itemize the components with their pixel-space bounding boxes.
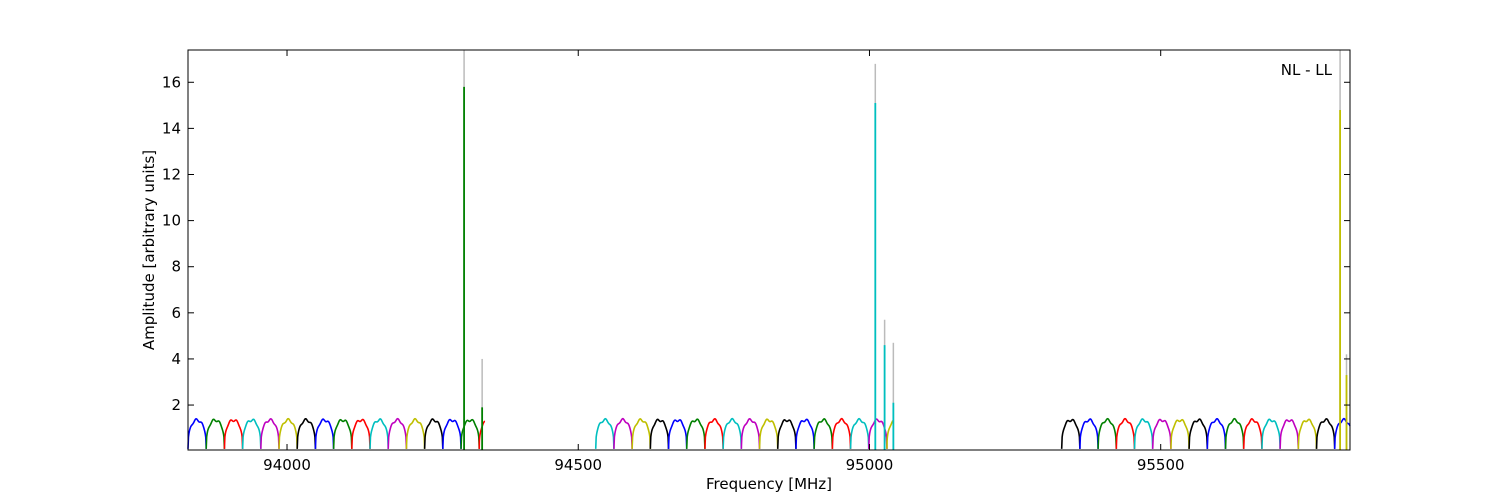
subband-line — [278, 417, 299, 449]
subband-line — [1151, 418, 1172, 449]
subband-line — [1242, 417, 1263, 449]
subband-line — [205, 418, 226, 449]
subband-line — [1188, 418, 1209, 449]
subband-line — [1060, 418, 1081, 449]
y-tick-label: 6 — [171, 304, 181, 322]
subband-line — [886, 420, 894, 449]
subband-line — [1297, 418, 1318, 449]
subband-line — [296, 417, 317, 449]
subband-line — [332, 418, 353, 449]
subband-line — [740, 417, 761, 449]
subband-line — [849, 417, 870, 449]
subband-line — [1279, 419, 1300, 449]
x-tick-label: 95000 — [846, 456, 894, 474]
subband-line — [795, 418, 815, 449]
y-tick-label: 8 — [171, 258, 181, 276]
subband-line — [722, 417, 743, 449]
subband-line — [1333, 417, 1351, 449]
subband-line — [387, 417, 408, 449]
subband-line — [594, 417, 615, 449]
subband-line — [776, 419, 797, 449]
subband-line — [314, 418, 335, 449]
subband-line — [1315, 417, 1336, 449]
subband-line — [1170, 418, 1190, 449]
y-tick-label: 10 — [162, 212, 181, 230]
y-axis-label: Amplitude [arbitrary units] — [140, 150, 158, 350]
subband-line — [1224, 417, 1245, 449]
y-tick-label: 14 — [162, 119, 181, 137]
subband-line — [1097, 417, 1118, 449]
x-tick-label: 95500 — [1137, 456, 1185, 474]
y-tick-label: 4 — [171, 350, 181, 368]
x-axis-ticks: 94000 94500 95000 95500 — [263, 50, 1185, 474]
subband-line — [369, 418, 390, 449]
subband-line — [1261, 418, 1281, 449]
y-tick-label: 2 — [171, 396, 181, 414]
subband-line — [831, 417, 852, 449]
x-tick-label: 94500 — [554, 456, 602, 474]
chart-annotation: NL - LL — [1281, 61, 1333, 79]
spike-layer — [463, 50, 1348, 450]
subband-line — [423, 418, 444, 449]
subband-line — [704, 417, 724, 449]
plot-frame — [187, 49, 1351, 451]
subband-line — [442, 418, 462, 449]
subband-line — [758, 418, 779, 449]
subband-line — [1115, 417, 1136, 449]
subband-line — [351, 418, 371, 449]
subband-line — [1133, 418, 1154, 449]
subband-line — [1079, 418, 1099, 449]
subband-line — [187, 417, 207, 449]
x-axis-label: Frequency [MHz] — [706, 475, 832, 493]
subband-line — [260, 417, 280, 449]
x-tick-label: 94000 — [263, 456, 311, 474]
y-axis-ticks: 2 4 6 8 10 12 14 16 — [162, 73, 1350, 414]
series-layer — [187, 417, 1351, 449]
y-tick-label: 16 — [162, 73, 181, 91]
y-tick-label: 12 — [162, 165, 181, 183]
subband-line — [685, 418, 706, 449]
subband-line — [667, 419, 688, 449]
subband-line — [405, 417, 426, 449]
subband-line — [613, 417, 633, 449]
subband-line — [813, 418, 834, 449]
subband-line — [223, 419, 244, 449]
subband-line — [1206, 417, 1227, 449]
subband-line — [631, 418, 652, 449]
subband-line — [241, 418, 262, 449]
subband-line — [649, 418, 670, 449]
